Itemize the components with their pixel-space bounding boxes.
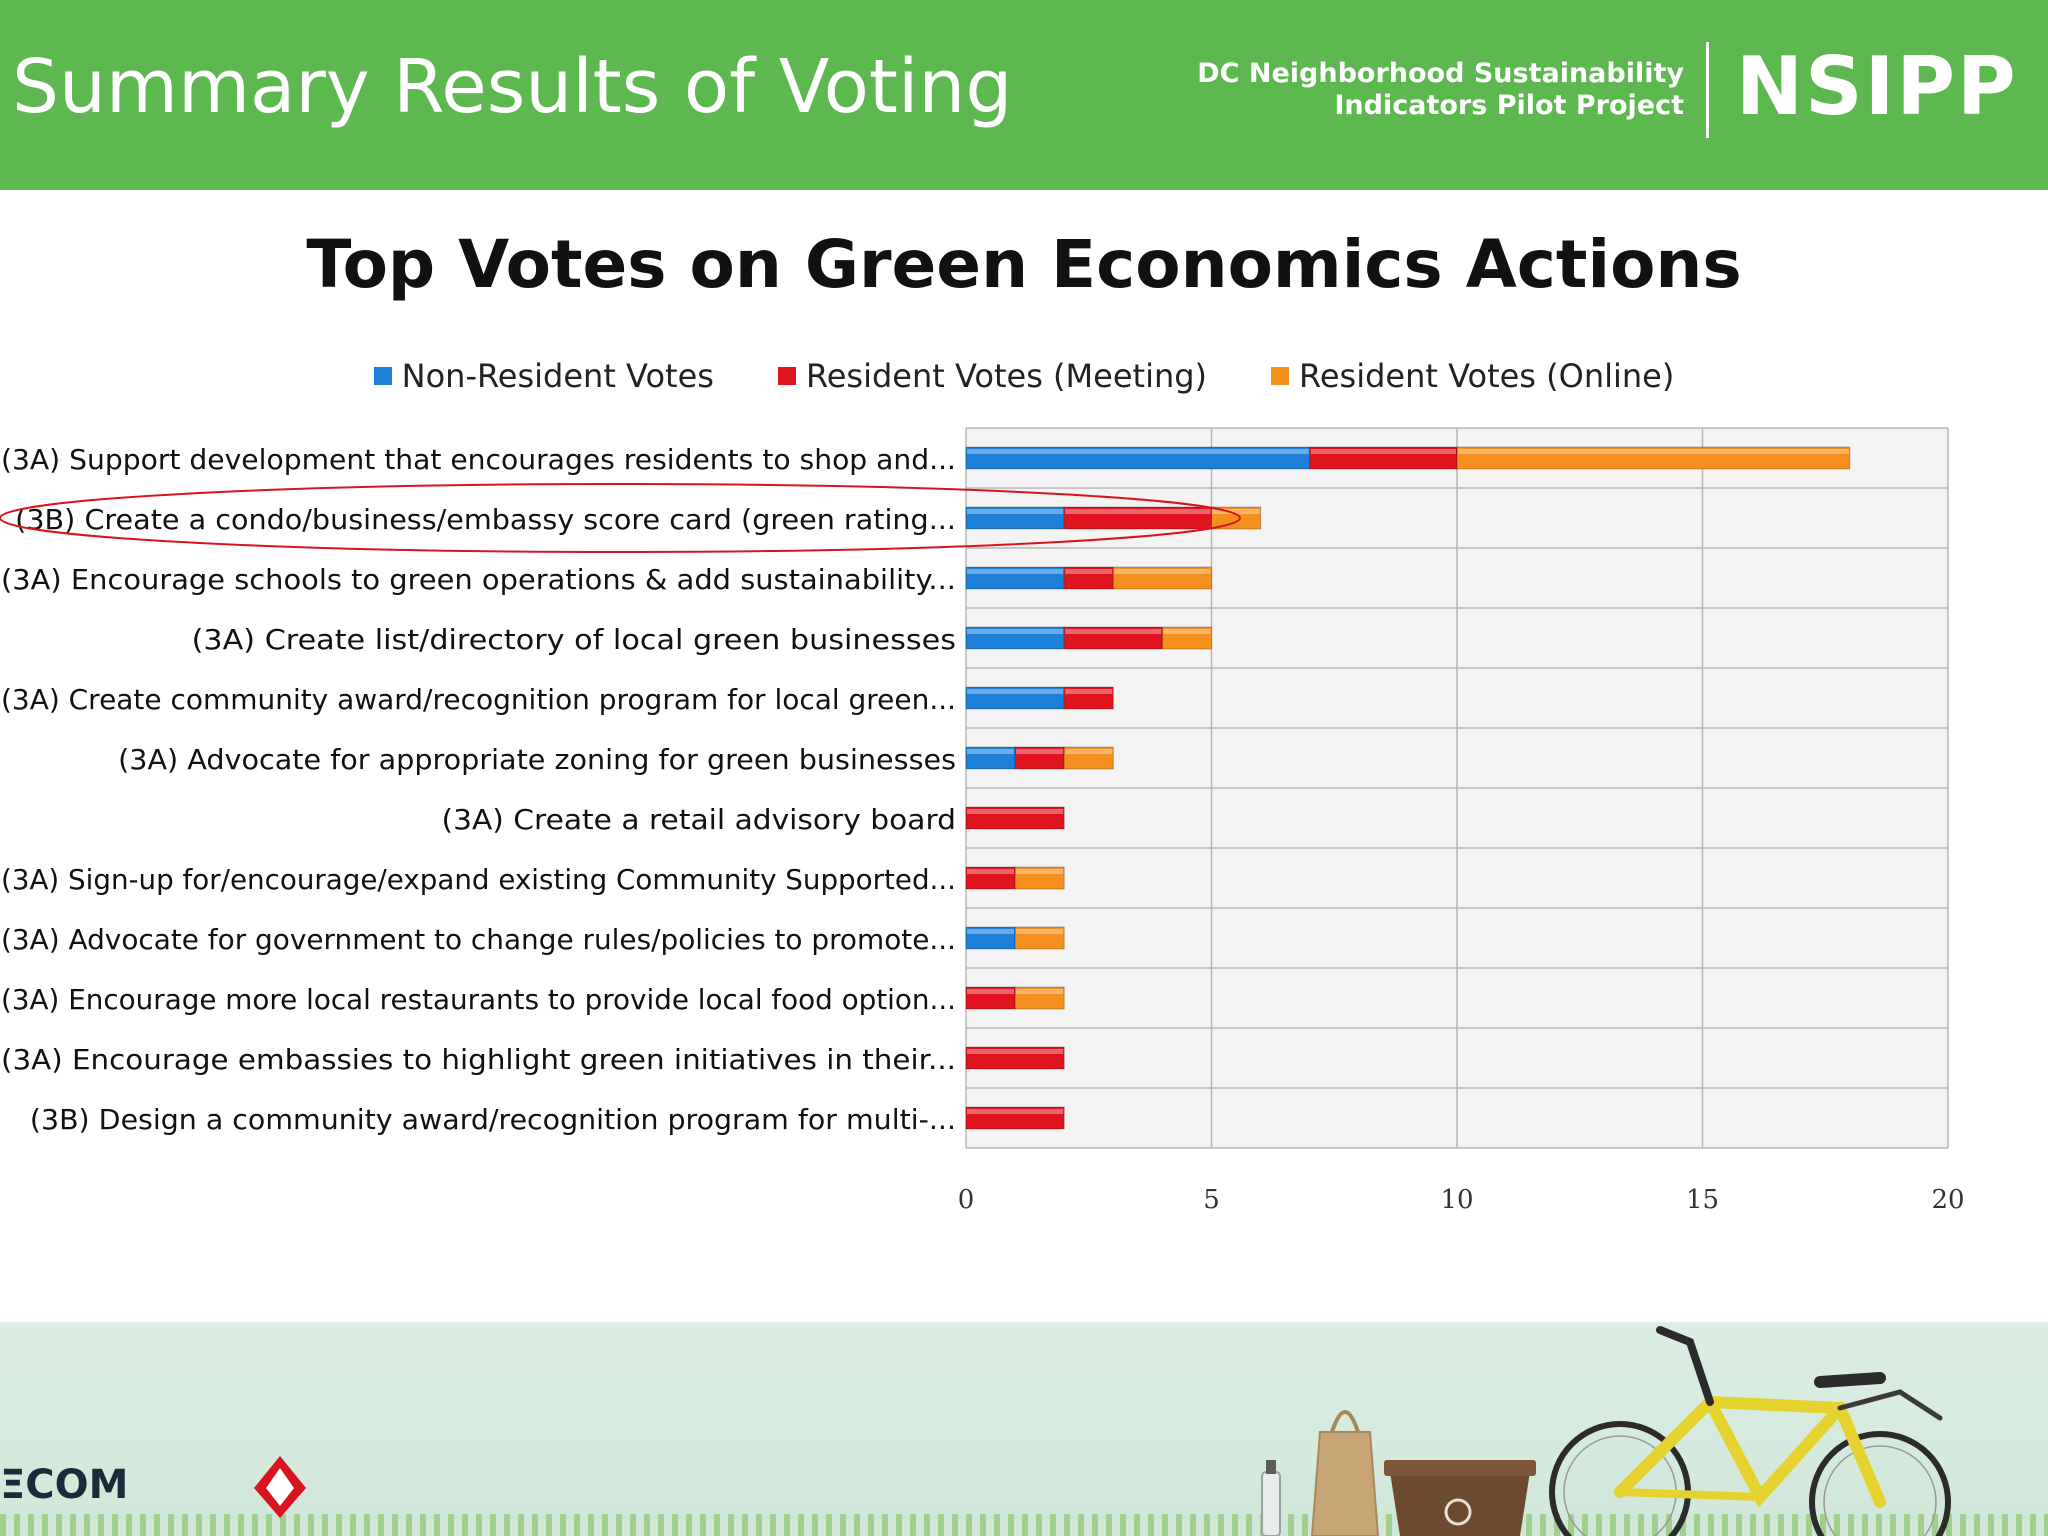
bar-highlight [1016, 749, 1064, 754]
y-tick-label: (3A) Advocate for government to change r… [1, 923, 956, 956]
y-tick-label: (3A) Advocate for appropriate zoning for… [118, 743, 956, 776]
bar-highlight [1065, 569, 1113, 574]
y-tick-label: (3A) Support development that encourages… [1, 443, 956, 476]
bar-highlight [967, 629, 1064, 634]
bar-segment [1161, 626, 1213, 650]
bar-segment [965, 1046, 1065, 1070]
x-tick-label: 5 [1203, 1185, 1220, 1215]
bar-highlight [967, 929, 1015, 934]
bar-highlight [967, 1049, 1064, 1054]
bar-highlight [1065, 509, 1211, 514]
legend-swatch-non-resident [373, 367, 392, 385]
aecom-logo: ΞCOM [0, 1462, 129, 1508]
bar-segment [965, 1106, 1065, 1130]
bar-segment [1014, 926, 1065, 950]
bar-highlight [1016, 929, 1064, 934]
chart-title: Top Votes on Green Economics Actions [306, 226, 1742, 303]
header-divider [1706, 42, 1709, 138]
slide-footer: ΞCOM [0, 1322, 2048, 1536]
legend-label-non-resident: Non-Resident Votes [401, 357, 714, 395]
bar-highlight [1065, 689, 1113, 694]
bar-segment [1456, 446, 1851, 470]
y-tick-label: (3A) Encourage schools to green operatio… [1, 563, 956, 596]
slide-title: Summary Results of Voting [12, 44, 1013, 130]
bar-segment [1063, 746, 1114, 770]
project-name-line1: DC Neighborhood Sustainability [1197, 58, 1684, 89]
bar-highlight [1212, 509, 1260, 514]
bar-segment [1014, 866, 1065, 890]
bar-highlight [967, 449, 1309, 454]
bar-chart: 0 5 10 15 20 (3A) Support development that en… [0, 427, 1965, 1215]
legend-swatch-resident-meeting [777, 367, 796, 385]
y-tick-label: (3A) Create community award/recognition … [1, 683, 956, 716]
x-tick-label: 15 [1686, 1185, 1719, 1215]
y-tick-label: (3A) Sign-up for/encourage/expand existi… [1, 863, 956, 896]
bar-highlight [967, 869, 1015, 874]
bar-segment [1063, 626, 1163, 650]
project-name-line2: Indicators Pilot Project [1334, 90, 1684, 121]
bar-highlight [967, 689, 1064, 694]
legend-item-resident-meeting: Resident Votes (Meeting) [777, 357, 1208, 395]
legend-item-non-resident: Non-Resident Votes [373, 357, 714, 395]
x-tick-label: 10 [1440, 1185, 1473, 1215]
bicycle-illustration [1549, 1326, 1951, 1536]
bar-segment [1211, 506, 1262, 530]
bar-highlight [967, 989, 1015, 994]
bar-highlight [1065, 749, 1113, 754]
bar-highlight [967, 569, 1064, 574]
x-tick-label: 20 [1931, 1185, 1964, 1215]
bar-highlight [1016, 869, 1064, 874]
district-seal-icon [254, 1456, 306, 1518]
paper-bag-illustration [1310, 1410, 1380, 1536]
green-living-illustration [1261, 1326, 1951, 1536]
bar-highlight [1163, 629, 1211, 634]
bar-highlight [1114, 569, 1211, 574]
bar-highlight [1458, 449, 1849, 454]
bar-highlight [967, 509, 1064, 514]
grass-strip [0, 1514, 2048, 1536]
highlight-ellipse [0, 483, 1241, 553]
y-tick-label: (3A) Create list/directory of local gree… [192, 623, 956, 656]
slide-header: Summary Results of Voting DC Neighborhoo… [0, 0, 2048, 190]
y-tick-label: (3A) Encourage more local restaurants to… [1, 983, 956, 1016]
bar-highlight [967, 809, 1064, 814]
bar-segment [965, 806, 1065, 830]
legend-item-resident-online: Resident Votes (Online) [1271, 357, 1674, 395]
chart-legend: Non-Resident Votes Resident Votes (Meeti… [0, 354, 2048, 398]
bar-segment [1014, 986, 1065, 1010]
bar-highlight [967, 1109, 1064, 1114]
bar-highlight [1310, 449, 1456, 454]
bar-highlight [1016, 989, 1064, 994]
legend-label-resident-online: Resident Votes (Online) [1299, 357, 1675, 395]
bar-segment [1063, 566, 1114, 590]
y-tick-label: (3A) Create a retail advisory board [442, 803, 957, 836]
y-tick-label: (3A) Encourage embassies to highlight gr… [1, 1043, 956, 1076]
bar-highlight [967, 749, 1015, 754]
bar-segment [1112, 566, 1213, 590]
nsipp-logo: NSIPP [1736, 40, 2018, 133]
legend-label-resident-meeting: Resident Votes (Meeting) [805, 357, 1208, 395]
y-tick-label: (3B) Create a condo/business/embassy sco… [15, 503, 956, 536]
bottle-illustration [1261, 1460, 1281, 1536]
bar-highlight [1065, 629, 1162, 634]
bar-segment [1063, 686, 1114, 710]
x-tick-label: 0 [958, 1185, 975, 1215]
project-name: DC Neighborhood Sustainability Indicator… [1164, 58, 1684, 122]
y-tick-label: (3B) Design a community award/recognitio… [30, 1103, 956, 1136]
recycling-bin-illustration [1384, 1460, 1536, 1536]
legend-swatch-resident-online [1271, 367, 1290, 385]
